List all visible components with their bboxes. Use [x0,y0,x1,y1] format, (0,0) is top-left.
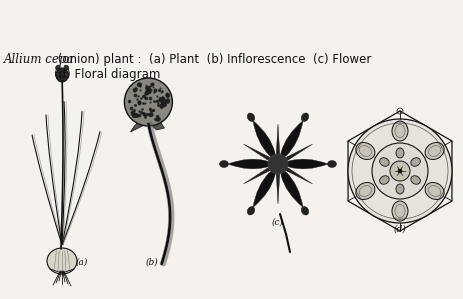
Ellipse shape [395,184,403,194]
Ellipse shape [300,207,308,215]
PathPatch shape [277,164,302,207]
Ellipse shape [424,182,443,199]
Circle shape [347,119,451,223]
Circle shape [268,154,288,174]
Ellipse shape [247,113,254,121]
PathPatch shape [243,144,277,164]
Text: (b): (b) [145,258,158,267]
Ellipse shape [410,158,419,166]
Ellipse shape [47,248,77,274]
Ellipse shape [163,102,166,107]
PathPatch shape [252,121,277,164]
Ellipse shape [300,113,308,121]
Ellipse shape [137,83,142,87]
Circle shape [397,169,401,173]
Ellipse shape [410,176,419,184]
Ellipse shape [391,121,407,141]
Ellipse shape [56,68,68,82]
Text: (c): (c) [271,218,283,227]
Ellipse shape [131,113,136,118]
Ellipse shape [64,65,69,70]
PathPatch shape [277,164,312,184]
Ellipse shape [148,113,153,117]
Ellipse shape [134,113,138,118]
Ellipse shape [424,142,443,160]
Ellipse shape [355,142,374,160]
Text: (onion) plant :  (a) Plant  (b) Inflorescence  (c) Flower
(d) Floral diagram: (onion) plant : (a) Plant (b) Infloresce… [54,53,370,81]
Ellipse shape [133,88,137,92]
PathPatch shape [277,159,327,169]
PathPatch shape [275,164,279,204]
Circle shape [389,161,409,181]
PathPatch shape [252,164,277,207]
Ellipse shape [355,182,374,199]
Circle shape [124,78,172,126]
Ellipse shape [395,148,403,158]
Ellipse shape [159,103,163,109]
Ellipse shape [327,161,336,167]
Polygon shape [130,118,164,132]
Text: (d): (d) [393,225,406,234]
Ellipse shape [158,97,163,102]
Ellipse shape [156,117,160,121]
PathPatch shape [243,164,277,184]
Ellipse shape [162,99,166,104]
Ellipse shape [145,86,150,90]
PathPatch shape [275,124,279,164]
PathPatch shape [227,159,277,169]
Ellipse shape [165,99,169,103]
Ellipse shape [64,72,69,77]
Ellipse shape [219,161,228,167]
Ellipse shape [247,207,254,215]
Ellipse shape [56,65,60,70]
Ellipse shape [131,111,135,115]
PathPatch shape [277,121,302,164]
Text: (a): (a) [76,258,88,267]
Ellipse shape [165,93,169,98]
Ellipse shape [161,97,165,102]
Text: Allium cepa: Allium cepa [4,53,74,66]
Ellipse shape [56,72,60,77]
Circle shape [371,143,427,199]
Ellipse shape [379,158,388,166]
PathPatch shape [277,144,312,164]
Ellipse shape [379,176,388,184]
Ellipse shape [391,201,407,221]
